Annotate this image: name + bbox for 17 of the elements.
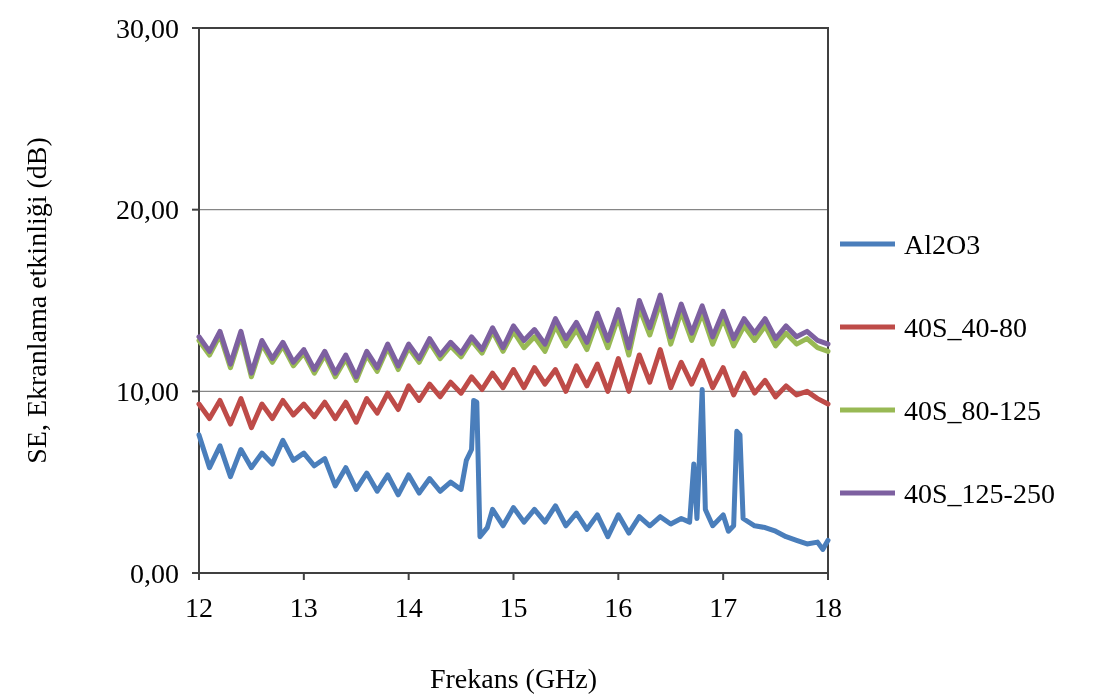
legend-label: 40S_40-80 <box>904 311 1027 343</box>
x-tick-label: 14 <box>394 592 423 623</box>
y-axis-title: SE, Ekranlama etkinliği (dB) <box>21 137 52 464</box>
x-tick-label: 15 <box>499 592 528 623</box>
x-tick-label: 13 <box>289 592 318 623</box>
y-tick-label: 0,00 <box>130 557 179 589</box>
legend-label: 40S_125-250 <box>904 477 1055 509</box>
legend-label: Al2O3 <box>904 228 981 260</box>
x-tick-label: 12 <box>185 592 213 623</box>
x-axis-title: Frekans (GHz) <box>429 663 598 694</box>
legend-label: 40S_80-125 <box>904 394 1041 426</box>
x-tick-label: 17 <box>709 592 738 623</box>
x-tick-label: 16 <box>604 592 633 623</box>
y-tick-label: 30,00 <box>116 12 179 44</box>
y-tick-label: 20,00 <box>116 194 179 226</box>
x-tick-label: 18 <box>814 592 842 623</box>
y-tick-label: 10,00 <box>116 376 179 408</box>
